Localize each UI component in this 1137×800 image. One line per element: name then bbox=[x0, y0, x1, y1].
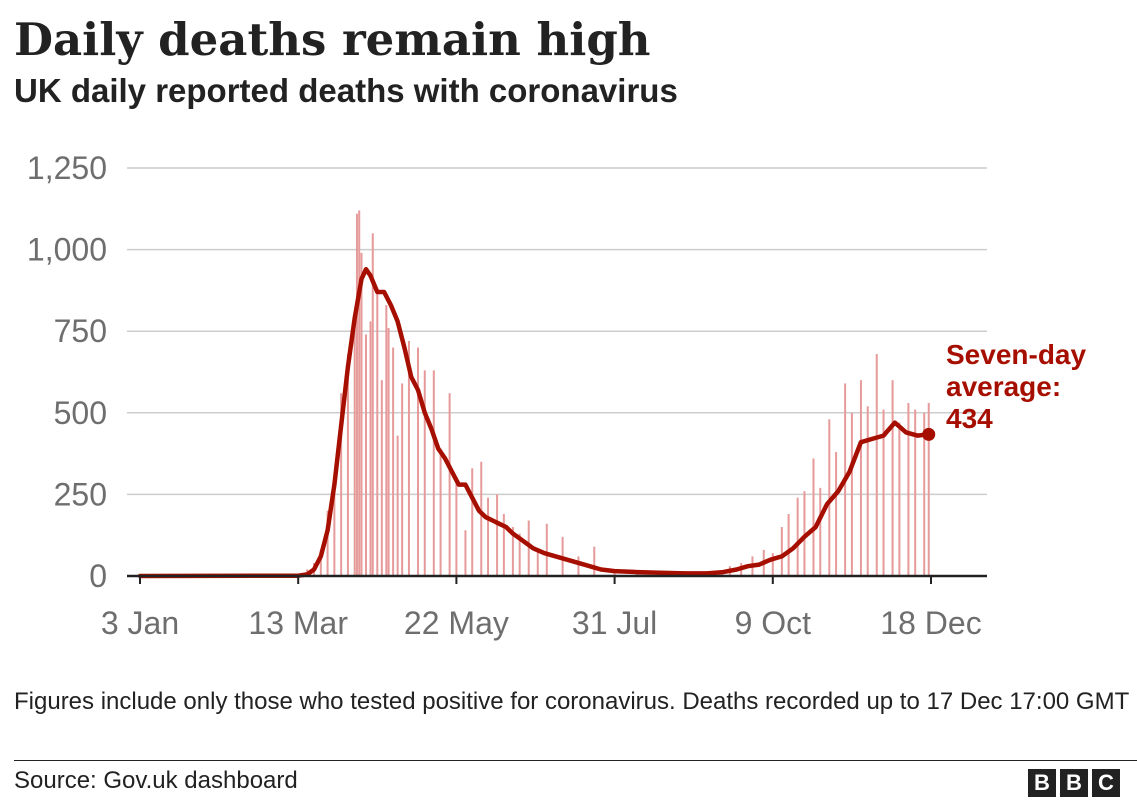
y-tick-label: 1,000 bbox=[27, 232, 107, 268]
daily-deaths-bar bbox=[828, 419, 831, 576]
chart-title: Daily deaths remain high bbox=[14, 13, 651, 66]
daily-deaths-bar bbox=[577, 556, 580, 576]
chart-subtitle: UK daily reported deaths with coronaviru… bbox=[14, 72, 678, 109]
daily-deaths-bar bbox=[326, 510, 329, 576]
seven-day-average-line bbox=[137, 266, 931, 579]
daily-deaths-bar bbox=[360, 252, 363, 576]
daily-deaths-bar bbox=[487, 497, 490, 576]
daily-deaths-bar bbox=[803, 491, 806, 576]
daily-deaths-bar bbox=[416, 347, 419, 576]
daily-deaths-bar bbox=[875, 354, 878, 576]
daily-deaths-bar bbox=[455, 481, 458, 576]
daily-deaths-bar bbox=[923, 412, 926, 576]
daily-deaths-bar bbox=[385, 305, 388, 576]
daily-deaths-bar bbox=[471, 468, 474, 576]
daily-deaths-bar bbox=[480, 461, 483, 576]
daily-deaths-bar bbox=[545, 523, 548, 576]
y-tick-label: 1,250 bbox=[27, 150, 107, 186]
daily-deaths-bar bbox=[396, 435, 399, 576]
logo-letter: C bbox=[1092, 769, 1120, 797]
daily-deaths-bar bbox=[355, 213, 358, 577]
daily-deaths-bar bbox=[496, 494, 499, 576]
daily-deaths-bar bbox=[518, 533, 521, 576]
daily-deaths-bar bbox=[850, 412, 853, 576]
daily-deaths-bar bbox=[882, 409, 885, 576]
footer-rule bbox=[14, 760, 1137, 761]
y-tick-label: 500 bbox=[54, 395, 107, 431]
daily-deaths-bar bbox=[907, 403, 910, 576]
daily-deaths-bar bbox=[376, 288, 379, 576]
y-tick-label: 0 bbox=[89, 558, 107, 594]
daily-deaths-bar bbox=[340, 393, 343, 576]
daily-deaths-bar bbox=[891, 380, 894, 576]
daily-deaths-bar bbox=[358, 210, 361, 576]
daily-deaths-bar bbox=[796, 497, 799, 576]
daily-deaths-bar bbox=[407, 340, 410, 576]
daily-deaths-bar bbox=[527, 520, 530, 576]
daily-deaths-bar bbox=[353, 321, 356, 576]
gridlines bbox=[127, 167, 987, 496]
y-tick-label: 250 bbox=[54, 476, 107, 512]
daily-deaths-bar bbox=[511, 527, 514, 576]
daily-deaths-bar bbox=[636, 572, 639, 576]
deaths-chart: 0 250 500 750 1,000 1,250 3 Jan 13 Mar 22 May 31… bbox=[27, 150, 1087, 641]
x-axis: 3 Jan 13 Mar 22 May 31 Jul 9 Oct 18 Dec bbox=[101, 574, 987, 641]
source-label: Source: Gov.uk dashboard bbox=[14, 767, 298, 794]
daily-deaths-bar bbox=[369, 321, 372, 576]
daily-deaths-bar bbox=[380, 380, 383, 576]
daily-deaths-bar bbox=[392, 347, 395, 576]
daily-deaths-bar bbox=[835, 451, 838, 576]
x-tick-label: 9 Oct bbox=[735, 605, 812, 641]
seven-day-average-endpoint bbox=[922, 427, 936, 441]
x-tick-label: 13 Mar bbox=[248, 605, 348, 641]
x-tick-label: 31 Jul bbox=[572, 605, 657, 641]
daily-deaths-bar bbox=[365, 334, 367, 576]
daily-deaths-bar bbox=[319, 549, 322, 576]
daily-deaths-bar bbox=[866, 406, 869, 576]
daily-deaths-bar bbox=[464, 530, 467, 576]
bbc-logo: B B C bbox=[1028, 769, 1120, 797]
footnote: Figures include only those who tested po… bbox=[14, 688, 1130, 715]
daily-deaths-bar bbox=[432, 370, 435, 576]
annotation-line: 434 bbox=[946, 403, 993, 434]
daily-deaths-bar bbox=[423, 370, 426, 576]
logo-letter: B bbox=[1028, 769, 1056, 797]
annotation-line: average: bbox=[946, 371, 1061, 402]
daily-deaths-bar bbox=[812, 458, 815, 576]
annotation-line: Seven-day bbox=[946, 339, 1086, 370]
daily-deaths-bar bbox=[593, 546, 596, 576]
daily-deaths-bar bbox=[927, 403, 930, 576]
daily-deaths-bar bbox=[387, 327, 390, 576]
daily-deaths-bar bbox=[448, 393, 451, 576]
daily-deaths-bar bbox=[439, 448, 442, 576]
daily-deaths-bar bbox=[780, 527, 783, 576]
x-tick-label: 22 May bbox=[404, 605, 509, 641]
daily-deaths-bar bbox=[771, 553, 774, 576]
daily-deaths-bar bbox=[898, 422, 901, 576]
daily-deaths-bar bbox=[787, 513, 790, 576]
daily-deaths-bar bbox=[333, 484, 336, 576]
daily-deaths-bar bbox=[819, 487, 822, 576]
daily-deaths-bar bbox=[346, 354, 349, 576]
y-tick-label: 750 bbox=[54, 313, 107, 349]
seven-day-average bbox=[137, 266, 936, 579]
daily-deaths-bar bbox=[859, 380, 862, 576]
daily-deaths-bar bbox=[536, 549, 539, 576]
x-tick-label: 3 Jan bbox=[101, 605, 179, 641]
x-tick-label: 18 Dec bbox=[880, 605, 981, 641]
daily-deaths-bar bbox=[502, 513, 505, 576]
y-axis: 0 250 500 750 1,000 1,250 bbox=[27, 150, 107, 594]
daily-deaths-bars bbox=[283, 210, 930, 577]
daily-deaths-bar bbox=[401, 383, 404, 576]
daily-deaths-bar bbox=[914, 409, 917, 576]
daily-deaths-bar bbox=[371, 233, 374, 576]
logo-letter: B bbox=[1060, 769, 1088, 797]
